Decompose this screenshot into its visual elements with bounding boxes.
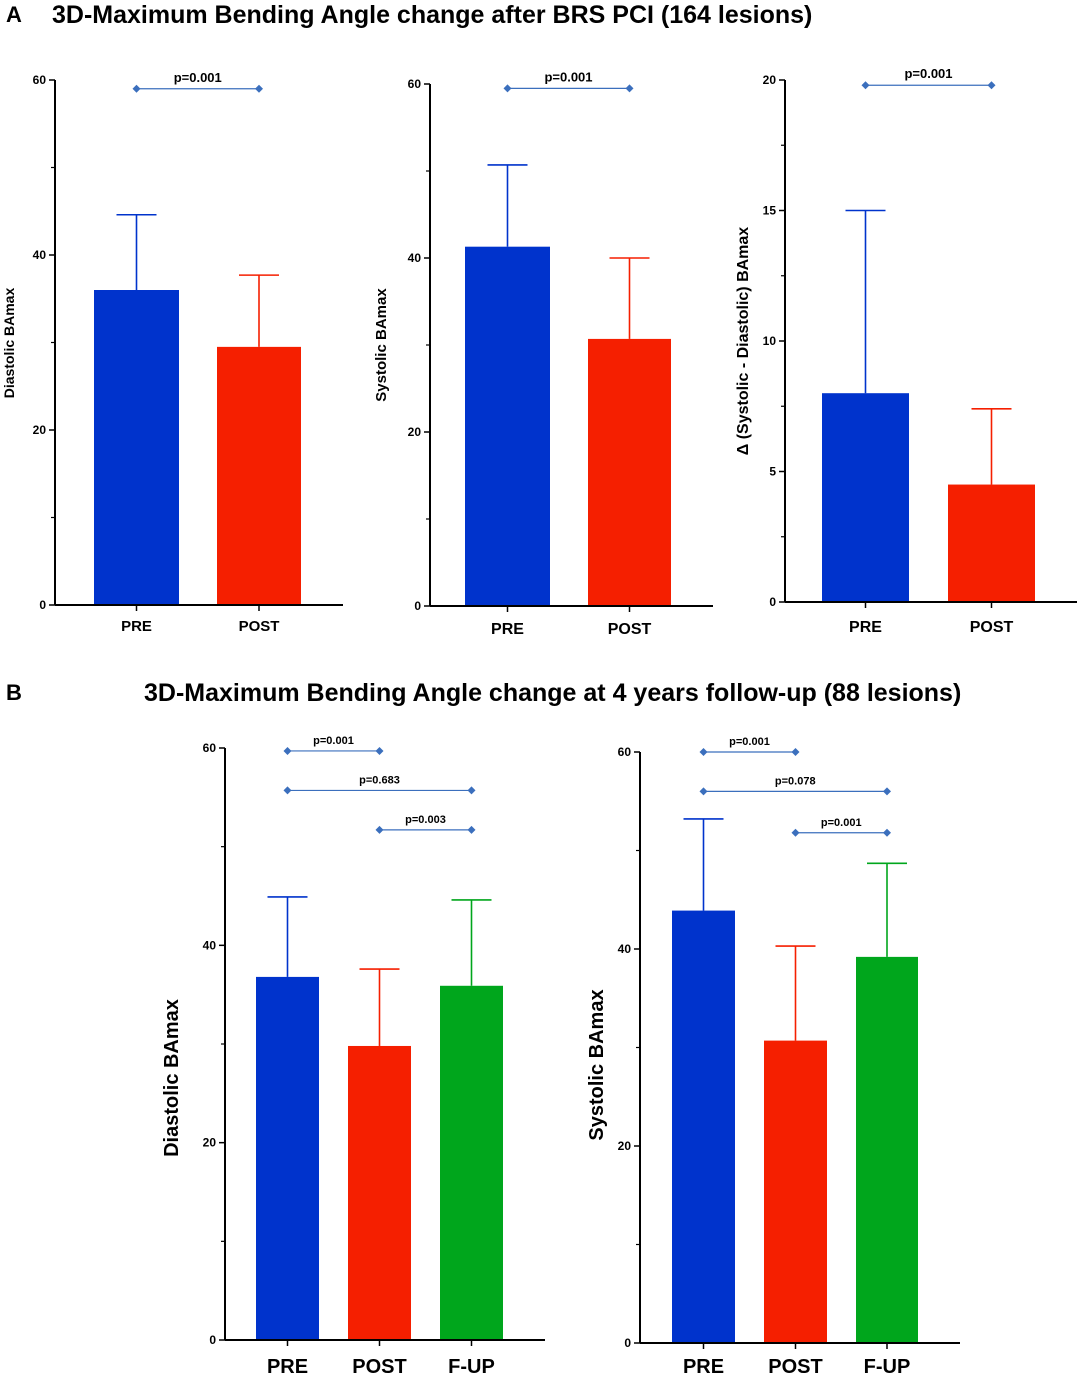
chart-5-comparison-marker [791,828,800,837]
chart-3-comparison-marker [861,81,870,90]
chart-5-bar-pre [672,910,735,1343]
chart-1-comparison-marker [255,84,263,93]
chart-4-x-tick-label: F-UP [448,1356,495,1378]
chart-1-bar-post [217,346,301,605]
panel-a-letter: A [6,2,22,27]
chart-4-comparison-marker [283,746,292,755]
chart-4-comparison-marker [283,786,292,795]
chart-3-x-tick-label: PRE [849,619,882,636]
chart-1-y-tick-label: 60 [33,73,47,87]
chart-5-comparison-marker [699,748,708,756]
chart-5-y-tick-label: 60 [618,745,632,759]
panel-b-letter: B [6,680,22,705]
chart-4-x-tick-label: POST [352,1356,406,1378]
chart-2-y-tick-label: 0 [414,599,421,613]
chart-5-x-tick-label: POST [768,1356,822,1378]
chart-2-comparison-marker [625,84,634,93]
chart-3-p-value-label: p=0.001 [904,66,952,81]
chart-5-y-tick-label: 0 [624,1336,631,1350]
chart-1-y-tick-label: 0 [39,598,46,612]
chart-5-p-value-label: p=0.001 [729,736,770,748]
chart-4-p-value-label: p=0.683 [359,774,400,786]
chart-1-comparison-marker [132,84,141,93]
chart-1-x-tick-label: POST [239,618,280,635]
chart-5-p-value-label: p=0.001 [821,817,862,829]
chart-3-y-tick-label: 10 [763,334,777,348]
chart-2-x-tick-label: POST [608,621,652,638]
chart-5-bar-post [764,1040,827,1343]
chart-5-y-tick-label: 20 [618,1139,632,1153]
chart-3-y-tick-label: 5 [769,465,776,479]
chart-1-y-axis-label: Diastolic BAmax [1,288,17,399]
chart-4-y-tick-label: 0 [209,1333,216,1347]
chart-2-y-tick-label: 20 [408,425,422,439]
chart-3-bar-pre [822,393,909,602]
chart-3-x-tick-label: POST [970,619,1014,636]
chart-2-x-tick-label: PRE [491,621,524,638]
chart-5-bar-f-up [856,956,918,1343]
chart-4-comparison-marker [467,825,476,834]
chart-4-y-tick-label: 60 [203,741,217,755]
chart-4-y-tick-label: 20 [203,1136,217,1150]
chart-4-x-tick-label: PRE [267,1356,308,1378]
chart-3-bar-post [948,484,1035,602]
chart-5-x-tick-label: PRE [683,1356,724,1378]
chart-2-y-axis-label: Systolic BAmax [373,288,390,402]
chart-1-p-value-label: p=0.001 [174,70,222,85]
chart-4-bar-pre [256,976,319,1340]
chart-4-comparison-marker [467,786,476,795]
chart-3-comparison-marker [987,81,996,90]
chart-1-bar-pre [94,290,179,605]
chart-2-comparison-marker [503,84,512,93]
chart-5-comparison-marker [791,748,800,756]
chart-1-y-tick-label: 40 [33,248,47,262]
chart-4-bar-post [348,1045,411,1340]
chart-5-p-value-label: p=0.078 [775,775,816,787]
chart-2-bar-pre [465,246,550,606]
chart-4-bar-f-up [440,985,503,1340]
chart-2-bar-post [588,338,671,606]
chart-4-p-value-label: p=0.001 [313,735,354,747]
chart-1-y-tick-label: 20 [33,423,47,437]
chart-5-comparison-marker [883,787,891,796]
chart-4-comparison-marker [375,825,384,834]
panel-a-title: 3D-Maximum Bending Angle change after BR… [52,1,813,29]
chart-2-p-value-label: p=0.001 [544,69,592,84]
chart-4-y-tick-label: 40 [203,938,217,952]
chart-4-p-value-label: p=0.003 [405,814,446,826]
chart-4-y-axis-label: Diastolic BAmax [161,999,183,1157]
chart-4-comparison-marker [375,746,384,755]
chart-5-comparison-marker [699,787,708,796]
chart-3-y-tick-label: 20 [763,73,777,87]
chart-3-y-axis-label: Δ (Systolic - Diastolic) BAmax [735,227,752,456]
chart-2-y-tick-label: 40 [408,251,422,265]
panel-b-title: 3D-Maximum Bending Angle change at 4 yea… [144,679,962,707]
chart-2-y-tick-label: 60 [408,77,422,91]
chart-1-x-tick-label: PRE [121,618,152,635]
chart-5-y-axis-label: Systolic BAmax [586,989,608,1140]
chart-5-x-tick-label: F-UP [864,1356,911,1378]
chart-3-y-tick-label: 0 [769,595,776,609]
chart-3-y-tick-label: 15 [763,204,777,218]
chart-5-comparison-marker [883,828,891,837]
chart-5-y-tick-label: 40 [618,942,632,956]
